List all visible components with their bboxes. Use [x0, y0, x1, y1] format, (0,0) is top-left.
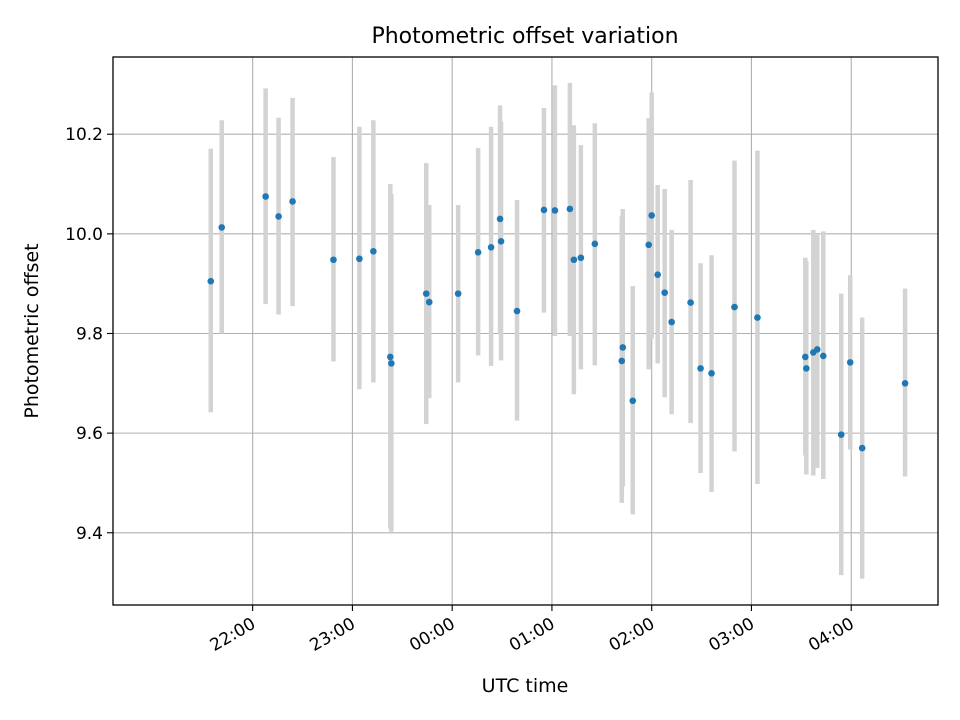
- data-point: [819, 352, 827, 360]
- data-point: [661, 289, 668, 296]
- data-point: [540, 206, 548, 214]
- data-point: [388, 360, 395, 367]
- data-point: [654, 271, 661, 279]
- data-point: [619, 344, 627, 351]
- data-point: [497, 238, 505, 245]
- y-tick-label: 9.6: [76, 424, 103, 444]
- data-point: [330, 256, 337, 264]
- chart-title: Photometric offset variation: [371, 24, 678, 49]
- y-tick-label: 10.2: [65, 125, 103, 145]
- data-point: [425, 298, 433, 306]
- y-tick-label: 9.4: [76, 524, 103, 544]
- data-point: [901, 380, 909, 387]
- data-points: [207, 193, 909, 452]
- data-point: [570, 256, 578, 264]
- data-point: [262, 193, 269, 200]
- plot-frame: [112, 56, 939, 606]
- data-point: [356, 255, 363, 263]
- data-point: [577, 254, 585, 262]
- data-point: [837, 431, 845, 438]
- data-point: [754, 314, 761, 321]
- y-tick-label: 10.0: [65, 225, 103, 245]
- data-point: [496, 215, 504, 223]
- data-point: [275, 213, 282, 220]
- data-point: [858, 444, 866, 452]
- grid: [113, 57, 938, 605]
- axis-ticks: 22:00 23:00 00:00 01:00 02:00 03:00 04:009.49.…: [65, 125, 858, 656]
- data-point: [618, 357, 626, 365]
- data-point: [513, 307, 521, 315]
- data-point: [846, 359, 854, 366]
- data-point: [487, 244, 495, 251]
- data-point: [802, 353, 809, 361]
- data-point: [708, 370, 715, 377]
- data-point: [566, 205, 574, 213]
- data-point: [803, 365, 810, 372]
- data-point: [629, 397, 637, 405]
- data-point: [645, 241, 653, 249]
- data-point: [813, 346, 821, 353]
- data-point: [731, 303, 738, 311]
- data-point: [648, 212, 655, 219]
- data-point: [289, 198, 296, 205]
- data-point: [697, 365, 704, 372]
- data-point: [687, 299, 694, 306]
- x-axis-label: UTC time: [482, 675, 569, 697]
- y-tick-label: 9.8: [76, 324, 103, 344]
- data-point: [668, 318, 675, 326]
- data-point: [454, 290, 462, 297]
- data-point: [422, 290, 430, 297]
- data-point: [551, 207, 559, 214]
- data-point: [474, 248, 482, 256]
- data-point: [207, 277, 215, 285]
- data-point: [370, 247, 377, 255]
- data-point: [591, 240, 599, 248]
- y-axis-label: Photometric offset: [21, 243, 43, 418]
- data-point: [218, 224, 226, 231]
- data-point: [387, 353, 394, 361]
